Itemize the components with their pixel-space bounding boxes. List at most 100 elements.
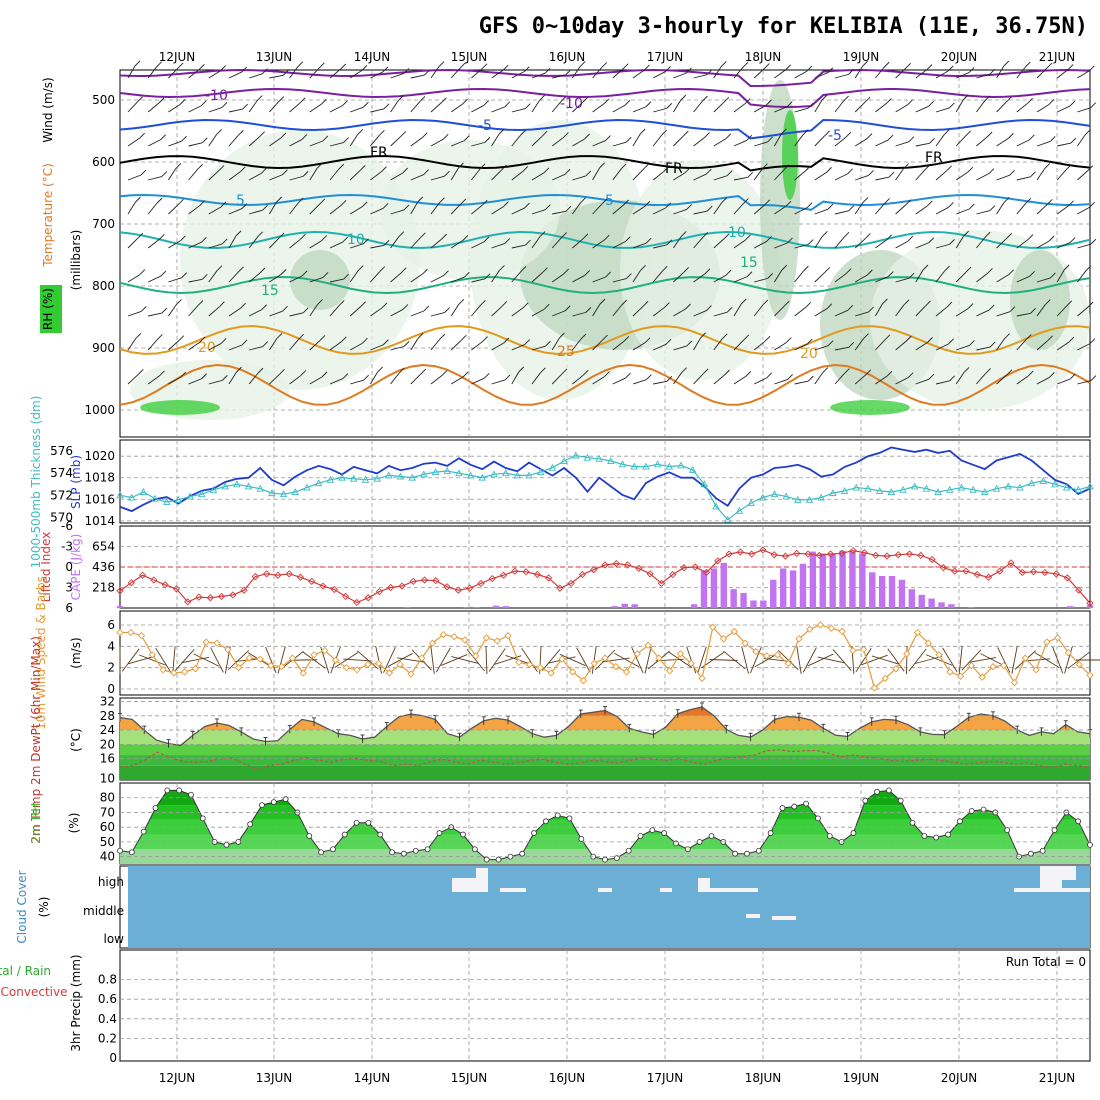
- wind-barb-flag: [383, 240, 390, 246]
- wind-barb-flag: [887, 134, 894, 141]
- wind-barb-flag: [625, 372, 631, 379]
- cloud-clear-patch: [512, 888, 526, 892]
- thickness-point: [1051, 480, 1059, 488]
- wind-barb: [390, 136, 402, 147]
- pressure-axis-label: (millibars): [69, 230, 83, 291]
- wind-barb: [269, 237, 280, 249]
- wind-barb-flag: [620, 163, 627, 170]
- wind-barb-flag: [764, 335, 771, 342]
- wind-barb-flag: [1090, 102, 1097, 108]
- pressure-tick-label: 600: [92, 155, 115, 169]
- wind-barb-flag: [642, 300, 649, 307]
- wind-barb: [693, 273, 706, 283]
- wind-barb-flag: [785, 64, 792, 71]
- wind-barb: [531, 100, 541, 113]
- lifted-index-point: [714, 557, 722, 565]
- wind-barb: [471, 105, 484, 113]
- wind-barb-flag: [622, 63, 629, 69]
- wind-barb: [289, 202, 299, 215]
- wind-barb: [147, 102, 160, 113]
- wind-barb-flag: [584, 133, 590, 140]
- wind-barb-flag: [460, 198, 467, 205]
- slp-tick-label: 1018: [84, 471, 115, 485]
- cape-bar: [403, 607, 411, 608]
- wind-barb: [895, 67, 906, 79]
- cape-bar: [740, 592, 747, 608]
- cloud-clear-patch: [1040, 866, 1062, 892]
- thickness-tick-label: 572: [50, 488, 73, 502]
- wind-barb-flag: [989, 341, 996, 348]
- cape-bar: [859, 553, 866, 608]
- wind-barb-flag: [1066, 164, 1072, 170]
- wind-barb-flag: [1050, 272, 1056, 279]
- wind-barb: [127, 174, 142, 181]
- temp-band: [120, 744, 1090, 756]
- thickness-point: [922, 484, 931, 492]
- wind-barb-flag: [200, 100, 207, 107]
- wind-barb: [410, 201, 419, 215]
- wind-barb: [673, 372, 682, 385]
- wind10m-speed-point: [321, 646, 329, 655]
- lifted-index-point: [691, 563, 699, 571]
- cloud-clear-patch: [1014, 888, 1090, 892]
- wind-barb-flag: [483, 236, 490, 243]
- thickness-point: [899, 485, 907, 493]
- wind-barb: [935, 107, 950, 113]
- lifted-index-point: [680, 564, 688, 572]
- wind-barb: [592, 140, 606, 147]
- wind-barb: [148, 312, 162, 317]
- thickness-point: [934, 488, 942, 495]
- wind-barb-flag: [158, 97, 165, 104]
- wind-barb: [774, 69, 786, 79]
- wind-barb-flag: [785, 337, 792, 343]
- wind-barb-flag: [661, 129, 668, 136]
- wind-barb-flag: [928, 373, 935, 380]
- bottom-date-label: 16JUN: [549, 1071, 586, 1085]
- wind-barb-flag: [580, 333, 587, 340]
- wind-barb-flag: [639, 128, 646, 135]
- wind-barb-flag: [886, 98, 892, 104]
- wind-barb-flag: [848, 205, 854, 212]
- wind-barb-flag: [787, 374, 793, 380]
- lifted-index-point: [736, 548, 744, 556]
- wind-barb: [572, 338, 582, 351]
- lifted-index-point: [838, 549, 846, 557]
- thickness-point: [221, 482, 229, 490]
- wind-barb-flag: [908, 136, 915, 142]
- wind10m-speed-point: [450, 633, 458, 641]
- precip-tick-label: 0.6: [98, 992, 117, 1006]
- wind-barb-flag: [319, 62, 325, 69]
- wind-barb: [996, 338, 1005, 351]
- wind-barb: [693, 173, 707, 181]
- wind10m-barb: [181, 656, 210, 664]
- wind-barb-flag: [742, 61, 749, 68]
- wind-barb-flag: [645, 374, 652, 380]
- li-tick-label: -6: [61, 519, 73, 533]
- wind10m-speed-point: [590, 659, 598, 668]
- wind-barb-flag: [221, 238, 228, 245]
- wind-barb-flag: [705, 168, 712, 175]
- wind10m-barb: [265, 646, 277, 674]
- wind-barb-flag: [460, 334, 467, 341]
- wind-barb-flag: [357, 128, 364, 135]
- cape-bar: [770, 579, 777, 608]
- wind-barb-flag: [201, 373, 207, 380]
- wind-barb: [127, 101, 138, 113]
- wind-barb-flag: [219, 301, 225, 308]
- temp-band: [120, 715, 1090, 731]
- wind-barb-flag: [621, 299, 627, 306]
- wind-barb: [188, 142, 203, 147]
- wind-barb-flag: [463, 135, 470, 142]
- wind-barb-flag: [181, 135, 187, 142]
- run-total-label: Run Total = 0: [1006, 955, 1086, 969]
- wind-barb: [370, 108, 385, 113]
- thickness-tick-label: 576: [50, 444, 73, 458]
- wind-barb-flag: [257, 367, 264, 374]
- wind-barb: [612, 341, 625, 351]
- wind-barb-flag: [237, 130, 244, 136]
- wind-barb-flag: [382, 202, 389, 209]
- wind-barb: [653, 343, 667, 351]
- wind-barb-flag: [160, 270, 167, 277]
- wind-barb-flag: [402, 167, 409, 174]
- rh2m-point: [117, 847, 123, 854]
